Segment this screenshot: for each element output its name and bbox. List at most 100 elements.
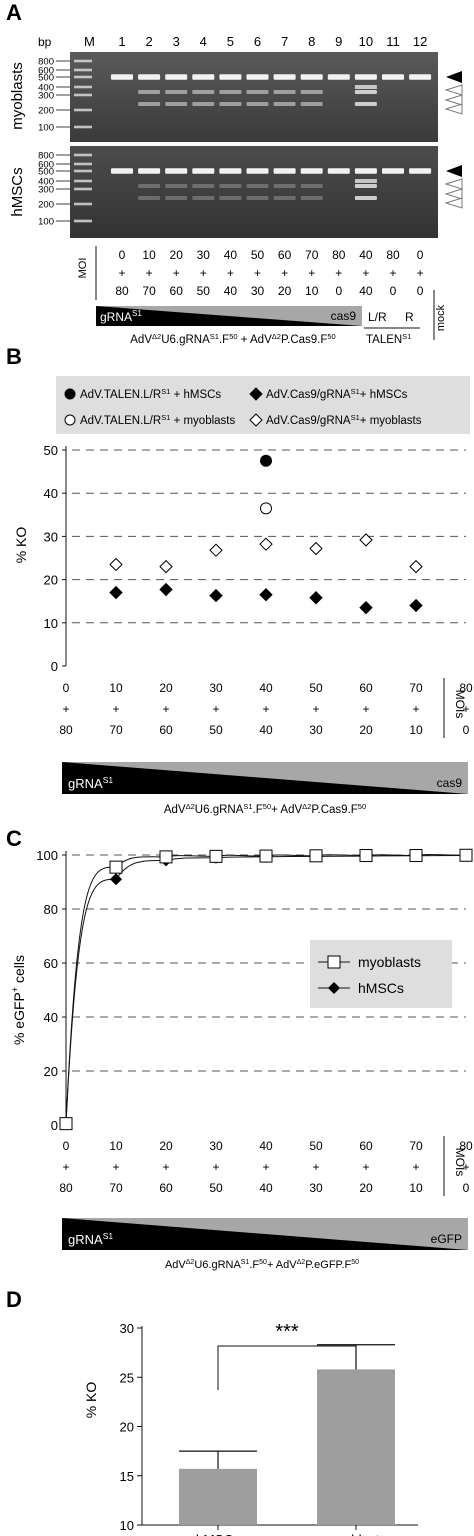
ladder-band xyxy=(74,125,92,129)
cleavage-band xyxy=(192,102,215,106)
parental-band xyxy=(219,74,242,80)
panel-b-cas9-label: cas9 xyxy=(437,776,463,790)
moi-value: 10 xyxy=(142,248,156,262)
parental-band xyxy=(382,168,404,174)
moi-value: + xyxy=(417,266,424,280)
moi-value: 80 xyxy=(332,248,346,262)
data-point xyxy=(309,849,323,863)
parental-band xyxy=(273,168,296,174)
panel-d-chart: 10 15 20 25 30 hMSCs myoblasts *** xyxy=(120,1321,418,1536)
moi-value: 50 xyxy=(251,248,265,262)
y-tick-label: 40 xyxy=(44,486,58,501)
cleavage-band xyxy=(354,184,377,188)
cleavage-arrow-icon xyxy=(444,197,463,209)
moi-value: 20 xyxy=(359,1181,373,1195)
series-line xyxy=(65,853,467,1124)
moi-value: 70 xyxy=(142,284,156,298)
moi-value: 40 xyxy=(259,723,273,737)
cleavage-band xyxy=(219,102,242,106)
lane-number: 12 xyxy=(413,34,427,49)
data-point xyxy=(359,600,373,615)
moi-value: + xyxy=(389,266,396,280)
moi-value: 80 xyxy=(115,284,129,298)
panel-b-moi-table: 0 10 20 30 40 50 60 70 80 + + + + + + + + +80 70 60 50 40 30 20… xyxy=(59,678,473,738)
y-tick-label: 80 xyxy=(44,902,58,917)
cleavage-band xyxy=(246,90,269,94)
bp-ticks: 8006005004003002001008006005004003002001… xyxy=(38,57,92,228)
data-point xyxy=(359,849,373,863)
parental-band xyxy=(409,74,432,80)
data-point xyxy=(109,585,123,600)
panel-c-letter: C xyxy=(6,826,22,851)
data-point xyxy=(259,537,273,551)
moi-value: 30 xyxy=(209,681,223,695)
moi-value: + xyxy=(412,1160,419,1174)
parental-band xyxy=(246,168,269,174)
data-point xyxy=(209,849,223,863)
parental-band xyxy=(273,74,296,80)
cleavage-band xyxy=(192,90,215,94)
moi-value: 20 xyxy=(159,681,173,695)
legend-label: AdV.TALEN.L/RS1 + myoblasts xyxy=(80,413,235,427)
moi-label: MOI xyxy=(77,258,89,279)
cleavage-band xyxy=(273,90,296,94)
moi-value: + xyxy=(362,702,369,716)
moi-value: 30 xyxy=(309,723,323,737)
talen-lr-label: L/R xyxy=(368,310,387,324)
y-tick-label: 50 xyxy=(44,443,58,458)
bp-tick-label: 500 xyxy=(38,73,54,84)
data-point xyxy=(409,849,423,863)
cleavage-band xyxy=(219,184,242,188)
parental-band xyxy=(409,168,432,174)
parental-band xyxy=(219,168,242,174)
y-tick-label: 0 xyxy=(51,1118,58,1133)
moi-value: 20 xyxy=(159,1139,173,1153)
data-point xyxy=(109,860,123,874)
ladder-band xyxy=(74,59,92,63)
parental-arrow-icon xyxy=(446,165,462,177)
panel-b-caption: AdVΔ2U6.gRNAS1.F50+ AdVΔ2P.Cas9.F50 xyxy=(164,802,366,816)
legend-marker xyxy=(249,387,263,401)
gel-myoblasts xyxy=(70,52,438,142)
data-point xyxy=(309,591,323,605)
moi-value: 70 xyxy=(409,681,423,695)
data-point xyxy=(409,598,423,613)
cleavage-band xyxy=(138,196,161,200)
lane-number: 1 xyxy=(118,34,125,49)
moi-value: 0 xyxy=(417,284,424,298)
moi-value: 40 xyxy=(224,248,238,262)
ladder-band xyxy=(74,68,92,72)
cleavage-band xyxy=(165,196,188,200)
moi-value: 0 xyxy=(463,723,470,737)
moi-value: + xyxy=(62,1160,69,1174)
moi-value: 80 xyxy=(459,1139,473,1153)
moi-value: 70 xyxy=(109,723,123,737)
y-tick-label: 20 xyxy=(120,1420,134,1435)
moi-value: 30 xyxy=(251,284,265,298)
bp-tick-label: 300 xyxy=(38,91,54,102)
parental-band xyxy=(246,74,269,80)
data-point xyxy=(209,543,223,557)
moi-value: 30 xyxy=(197,248,211,262)
data-point xyxy=(459,848,473,862)
y-tick-label: 15 xyxy=(120,1469,134,1484)
lane-headers: 1 2 3 4 5 6 7 8 9 10 11 12 xyxy=(118,34,427,49)
ladder-band xyxy=(74,202,92,206)
parental-band xyxy=(192,74,215,80)
row-label-hmscs: hMSCs xyxy=(9,167,26,216)
legend-label: AdV.Cas9/gRNAS1+ hMSCs xyxy=(266,387,408,401)
moi-value: 60 xyxy=(159,723,173,737)
significance-stars: *** xyxy=(275,1321,299,1343)
cleavage-band xyxy=(246,102,269,106)
moi-value: 10 xyxy=(409,1181,423,1195)
parental-band xyxy=(111,168,133,174)
bp-tick-label: 600 xyxy=(38,160,54,171)
cleavage-band xyxy=(300,196,323,200)
parental-band xyxy=(138,168,161,174)
panel-b-axes: 0 10 20 30 40 50 xyxy=(44,443,466,674)
parental-band xyxy=(354,74,377,80)
lane-number: 11 xyxy=(386,34,400,49)
y-tick-label: 20 xyxy=(44,1064,58,1079)
parental-band xyxy=(192,168,215,174)
